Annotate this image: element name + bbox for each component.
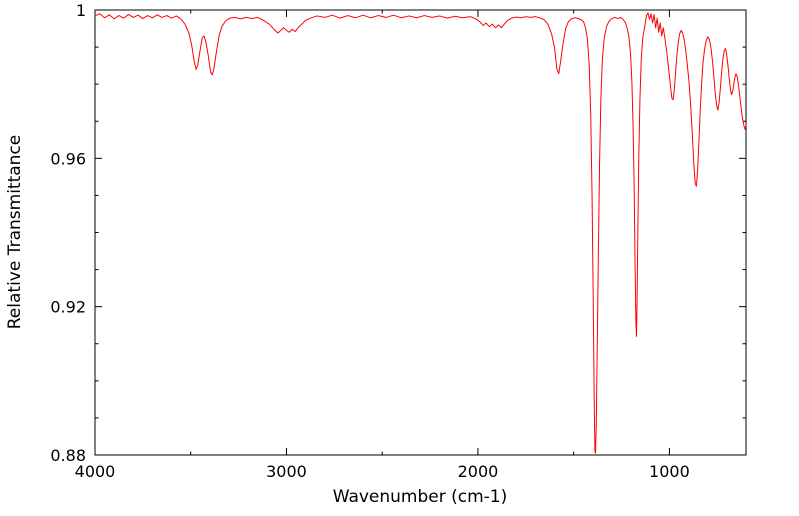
x-tick-label: 4000	[75, 462, 116, 481]
y-tick-label: 0.96	[50, 149, 86, 168]
x-axis-title: Wavenumber (cm-1)	[333, 487, 508, 507]
y-tick-label: 1	[76, 1, 86, 20]
plot-border	[94, 9, 747, 456]
spectrum-line	[94, 12, 747, 454]
x-tick-label: 3000	[266, 462, 307, 481]
x-tick-label: 2000	[458, 462, 499, 481]
y-tick-label: 0.88	[50, 446, 86, 465]
x-tick-label: 1000	[649, 462, 690, 481]
y-axis-title: Relative Transmittance	[5, 135, 25, 330]
y-tick-label: 0.92	[50, 298, 86, 317]
